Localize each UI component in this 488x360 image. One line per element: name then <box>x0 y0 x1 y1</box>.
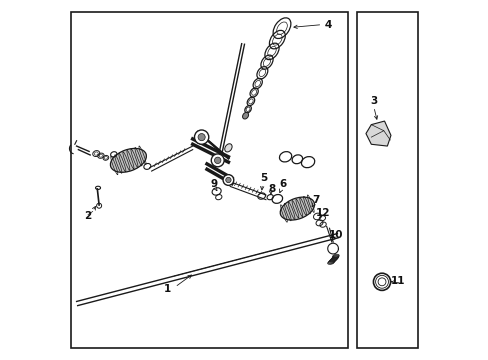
Text: 2: 2 <box>84 211 91 221</box>
Ellipse shape <box>280 197 314 220</box>
Circle shape <box>214 157 221 163</box>
Text: 1: 1 <box>164 284 171 294</box>
Text: 10: 10 <box>328 230 343 240</box>
Text: 11: 11 <box>390 276 405 286</box>
Text: 5: 5 <box>259 173 266 183</box>
Polygon shape <box>365 121 390 146</box>
Text: 8: 8 <box>268 184 275 194</box>
Text: 3: 3 <box>369 96 377 107</box>
Ellipse shape <box>110 148 146 172</box>
Circle shape <box>194 130 208 144</box>
Ellipse shape <box>224 144 232 152</box>
Text: 6: 6 <box>279 179 286 189</box>
Circle shape <box>211 154 224 167</box>
Bar <box>71 12 347 348</box>
Circle shape <box>198 134 205 141</box>
Circle shape <box>223 175 233 185</box>
Text: 7: 7 <box>312 195 319 204</box>
Text: 4: 4 <box>324 19 331 30</box>
Ellipse shape <box>242 112 248 119</box>
Text: 12: 12 <box>315 208 330 218</box>
Circle shape <box>225 177 231 183</box>
Bar <box>356 12 417 348</box>
Polygon shape <box>327 243 338 254</box>
Text: 9: 9 <box>210 179 217 189</box>
